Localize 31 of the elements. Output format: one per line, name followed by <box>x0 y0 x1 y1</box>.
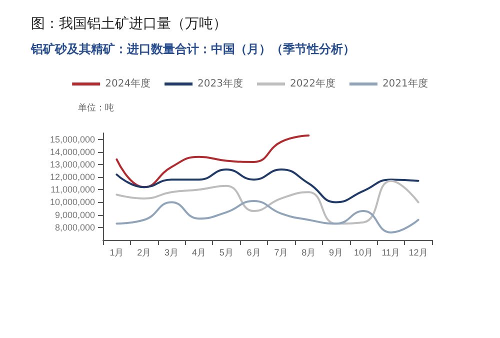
legend-label: 2023年度 <box>198 78 244 90</box>
line-series <box>116 200 420 234</box>
y-tick-label: 9,000,000 <box>54 210 95 220</box>
x-tick-label: 1月 <box>110 248 124 258</box>
x-tick-label: 7月 <box>274 248 288 258</box>
x-tick-label: 8月 <box>302 248 316 258</box>
x-tick-label: 11月 <box>382 248 400 258</box>
line-series <box>116 134 310 188</box>
y-axis-title: 单位：吨 <box>78 102 114 112</box>
y-tick-label: 10,000,000 <box>50 197 95 208</box>
x-tick-label: 12月 <box>408 248 428 258</box>
y-tick-label: 14,000,000 <box>50 146 95 157</box>
x-tick-label: 3月 <box>164 248 179 258</box>
y-tick-label: 11,000,000 <box>50 184 95 195</box>
y-tick-label: 8,000,000 <box>54 222 95 232</box>
legend-label: 2022年度 <box>290 78 336 90</box>
y-tick-label: 15,000,000 <box>50 134 95 144</box>
x-tick-label: 2月 <box>137 248 152 258</box>
x-tick-label: 5月 <box>219 248 234 258</box>
legend-label: 2024年度 <box>105 78 151 90</box>
line-series <box>116 180 420 225</box>
chart-subtitle: 铝矿砂及其精矿：进口数量合计：中国（月）（季节性分析） <box>30 42 355 56</box>
line-series <box>116 168 420 204</box>
x-tick-label: 6月 <box>246 248 261 258</box>
x-tick-label: 9月 <box>329 248 344 258</box>
chart-title: 图：我国铝土矿进口量（万吨） <box>31 16 227 32</box>
y-tick-label: 12,000,000 <box>50 172 95 182</box>
y-tick-label: 13,000,000 <box>50 159 95 170</box>
x-tick-label: 4月 <box>192 248 206 258</box>
legend-label: 2021年度 <box>382 78 428 90</box>
x-tick-label: 10月 <box>354 248 373 258</box>
